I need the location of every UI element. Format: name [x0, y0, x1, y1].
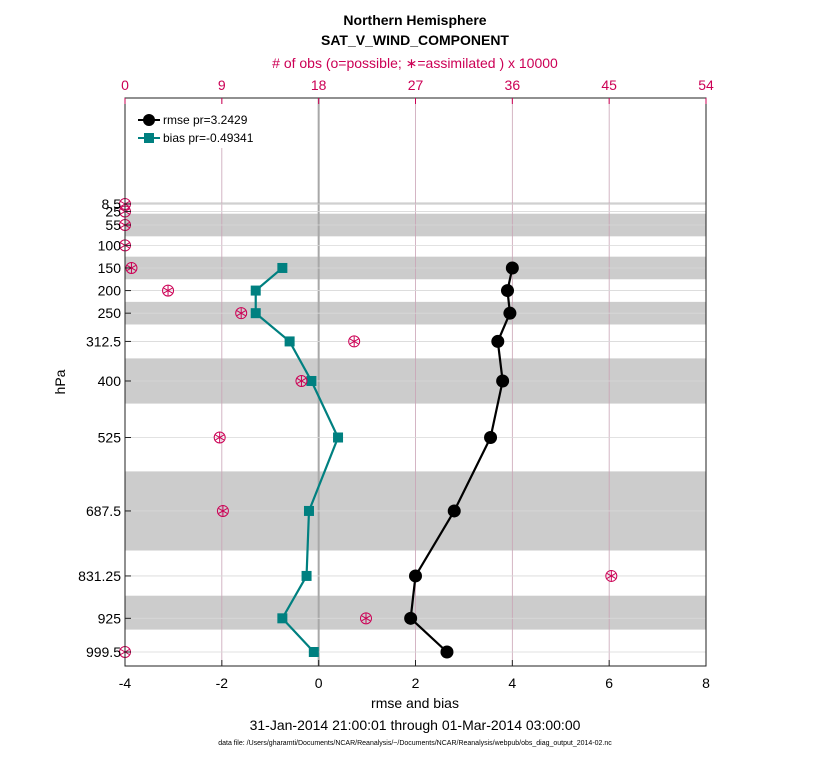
x-tick-label: -2 — [216, 675, 229, 691]
rmse-point — [484, 430, 498, 444]
obs-possible-circle — [348, 335, 361, 348]
x-tick-label: 6 — [605, 675, 613, 691]
bias-line — [254, 267, 340, 653]
chart-subtitle: SAT_V_WIND_COMPONENT — [321, 32, 509, 48]
top-tick-label: 27 — [408, 77, 424, 93]
x-tick-label: 4 — [508, 675, 516, 691]
bias-point — [308, 647, 319, 657]
bias-point — [250, 308, 261, 319]
chart-title: Northern Hemisphere — [343, 12, 486, 28]
obs-marker — [216, 504, 229, 517]
obs-assimilated-star — [163, 287, 173, 294]
y-tick-label: 150 — [98, 260, 122, 276]
bias-point — [333, 432, 344, 443]
footnote: data file: /Users/gharamti/Documents/NCA… — [218, 740, 612, 747]
obs-marker — [348, 335, 361, 348]
obs-assimilated-star — [218, 508, 228, 514]
top-tick-label: 0 — [121, 77, 129, 93]
rmse-point — [404, 611, 418, 625]
bias-point — [277, 613, 288, 624]
obs-assimilated-star — [349, 338, 359, 345]
y-tick-label: 687.5 — [86, 503, 121, 519]
x-tick-label: 2 — [412, 675, 420, 691]
obs-marker — [235, 307, 248, 320]
legend-box — [131, 104, 282, 148]
obs-possible-circle — [605, 569, 618, 582]
date-range: 31-Jan-2014 21:00:01 through 01-Mar-2014… — [250, 717, 581, 733]
top-axis-label: # of obs (o=possible; ∗=assimilated ) x … — [272, 55, 558, 71]
bias-point — [301, 570, 312, 581]
obs-possible-circle — [360, 612, 373, 625]
obs-marker — [125, 261, 138, 274]
obs-marker — [213, 431, 226, 444]
obs-marker — [605, 569, 618, 582]
y-axis-label: hPa — [52, 369, 68, 394]
obs-assimilated-star — [606, 573, 616, 579]
obs-assimilated-star — [296, 378, 307, 384]
bias-point — [306, 375, 317, 386]
obs-marker — [360, 612, 373, 625]
bias-point — [277, 262, 288, 273]
obs-possible-circle — [295, 374, 308, 387]
obs-assimilated-star — [236, 310, 246, 317]
bottom-axis: -4 -2 0 2 4 6 8 — [119, 660, 710, 691]
y-tick-label: 250 — [98, 305, 122, 321]
top-tick-label: 36 — [505, 77, 521, 93]
legend-bias-marker — [144, 133, 154, 143]
rmse-point — [491, 334, 505, 348]
bias-point — [303, 505, 314, 516]
top-tick-label: 9 — [218, 77, 226, 93]
rmse-line — [409, 267, 514, 653]
rmse-point — [447, 504, 461, 518]
obs-possible-circle — [213, 431, 226, 444]
legend-bias-label: bias pr=-0.49341 — [163, 131, 254, 145]
obs-assimilated-star — [126, 265, 137, 271]
x-tick-label: -4 — [119, 675, 132, 691]
rmse-point — [409, 569, 422, 583]
obs-assimilated-star — [361, 615, 371, 622]
top-tick-label: 45 — [601, 77, 617, 93]
top-axis: 0 9 18 27 36 45 54 — [121, 77, 714, 104]
rmse-point — [503, 306, 517, 320]
obs-marker — [162, 284, 175, 297]
bias-point — [250, 285, 261, 296]
x-tick-label: 8 — [702, 675, 710, 691]
obs-marker — [295, 374, 308, 387]
grid-lines — [124, 98, 707, 666]
legend: rmse pr=3.2429 bias pr=-0.49341 — [131, 104, 282, 148]
rmse-point — [440, 645, 454, 659]
x-tick-label: 0 — [315, 675, 323, 691]
y-tick-label: 25 — [105, 203, 121, 219]
y-tick-label: 999.5 — [86, 644, 121, 660]
y-tick-label: 200 — [98, 283, 122, 299]
y-tick-label: 100 — [98, 237, 122, 253]
obs-possible-circle — [235, 307, 248, 320]
series-layer — [250, 261, 519, 659]
y-tick-label: 312.5 — [86, 333, 121, 349]
y-tick-label: 8.5 — [102, 196, 122, 212]
bias-point — [284, 336, 295, 347]
top-tick-label: 54 — [698, 77, 714, 93]
y-tick-label: 831.25 — [78, 568, 121, 584]
rmse-point — [500, 284, 514, 298]
top-tick-label: 18 — [311, 77, 327, 93]
rmse-point — [505, 261, 519, 275]
y-tick-label: 925 — [98, 610, 122, 626]
y-tick-label: 525 — [98, 429, 122, 445]
x-axis-label: rmse and bias — [371, 695, 459, 711]
obs-possible-circle — [162, 284, 175, 297]
obs-assimilated-star — [215, 434, 225, 441]
y-tick-label: 400 — [98, 373, 122, 389]
obs-possible-circle — [216, 504, 229, 517]
rmse-point — [496, 374, 510, 388]
legend-rmse-marker — [143, 114, 155, 126]
y-tick-label: 55 — [105, 217, 121, 233]
legend-rmse-label: rmse pr=3.2429 — [163, 113, 248, 127]
